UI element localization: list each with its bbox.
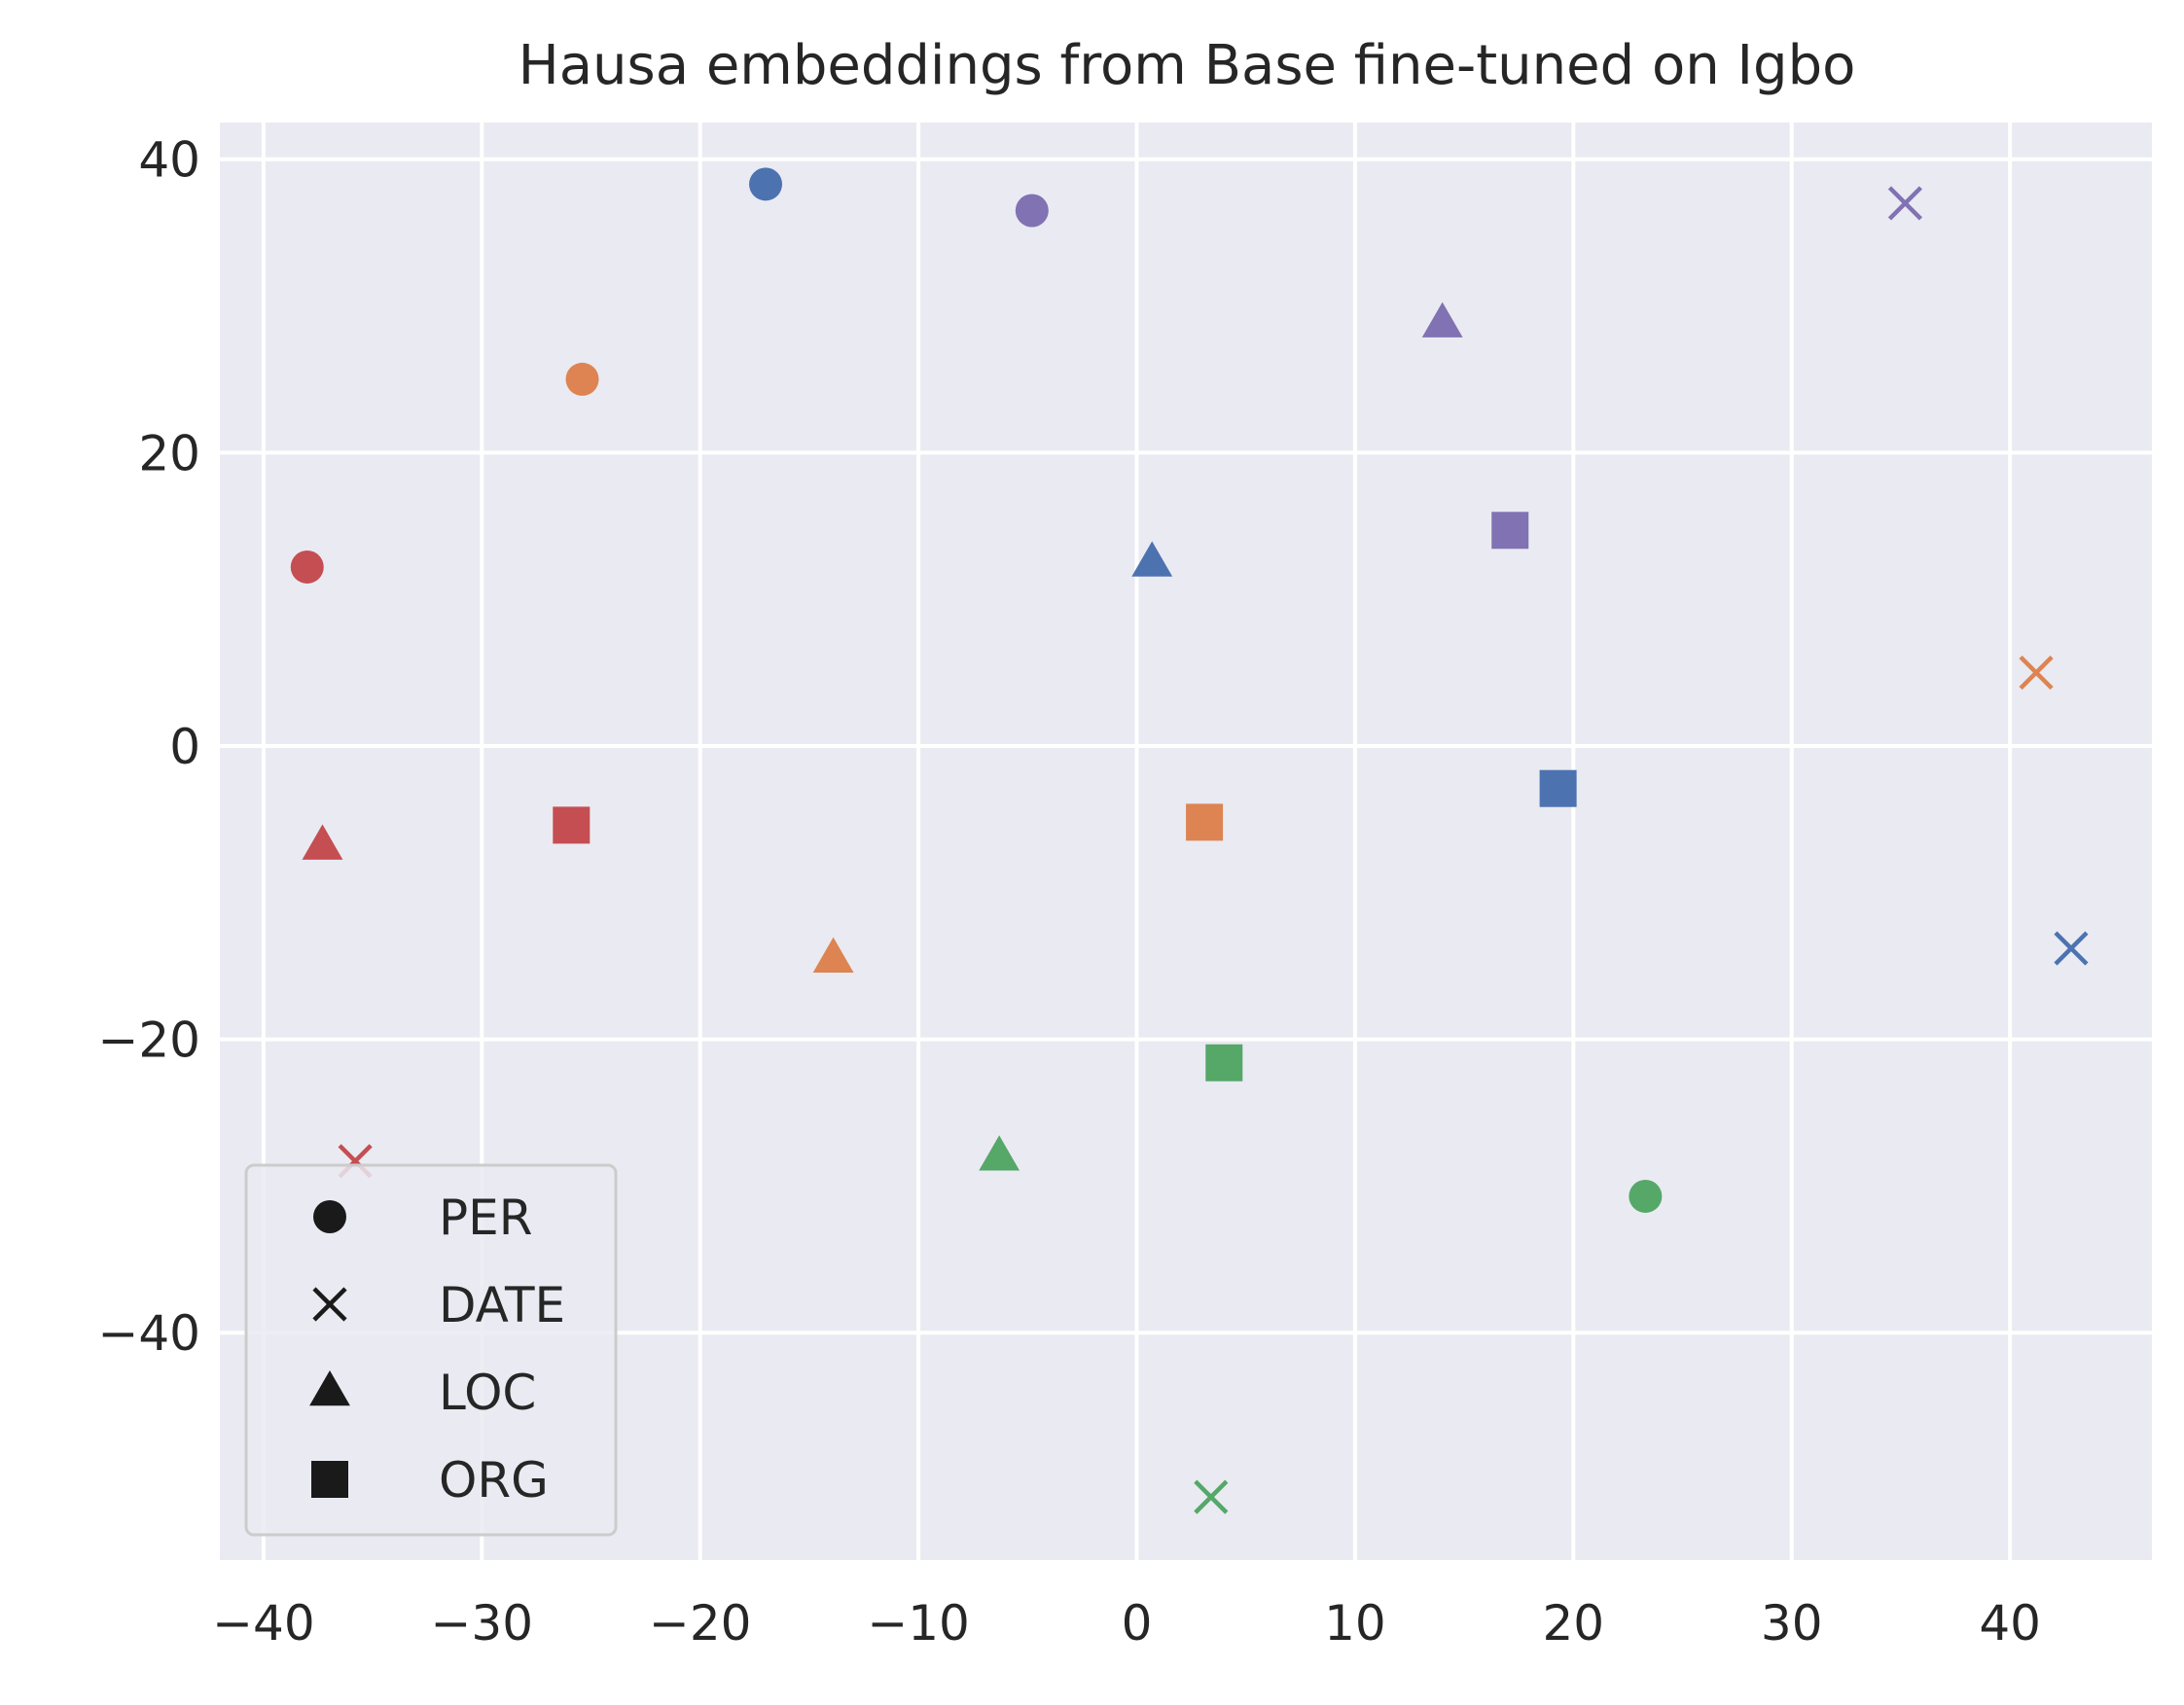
data-point-circle xyxy=(749,167,783,201)
data-point-triangle xyxy=(1421,302,1463,337)
x-axis-ticks: −40 −30 −20 −10 0 10 20 30 40 xyxy=(212,1595,2041,1652)
legend-marker-x xyxy=(312,1287,347,1322)
x-tick-label: −40 xyxy=(212,1595,315,1652)
legend-marker-triangle xyxy=(309,1370,350,1406)
data-point-circle xyxy=(1629,1179,1663,1213)
x-tick-label: −10 xyxy=(867,1595,970,1652)
data-point-square xyxy=(553,806,591,844)
x-tick-label: −20 xyxy=(649,1595,752,1652)
data-point-x xyxy=(1194,1479,1229,1514)
x-tick-label: 20 xyxy=(1543,1595,1605,1652)
x-tick-label: 30 xyxy=(1761,1595,1823,1652)
data-point-x xyxy=(2054,931,2089,966)
y-tick-label: 40 xyxy=(138,132,200,189)
legend-label: DATE xyxy=(439,1277,565,1333)
data-point-circle xyxy=(290,550,324,584)
data-point-triangle xyxy=(1131,541,1173,577)
data-point-x xyxy=(2019,655,2054,691)
x-tick-label: −30 xyxy=(431,1595,534,1652)
data-point-triangle xyxy=(812,937,854,973)
y-tick-label: −40 xyxy=(97,1305,200,1362)
data-point-triangle xyxy=(302,824,343,860)
data-point-square xyxy=(1539,769,1577,807)
y-axis-ticks: −40 −20 0 20 40 xyxy=(97,132,200,1363)
legend-label: LOC xyxy=(439,1365,536,1421)
legend-marker-circle xyxy=(313,1200,346,1233)
chart-title: Hausa embeddings from Base fine-tuned on… xyxy=(519,34,1856,97)
data-point-square xyxy=(1205,1044,1243,1082)
legend: PER DATE LOC ORG xyxy=(244,1163,618,1537)
legend-box xyxy=(244,1163,618,1537)
legend-label: PER xyxy=(439,1190,532,1246)
data-point-square xyxy=(1186,803,1224,841)
data-point-circle xyxy=(565,362,599,396)
data-point-circle xyxy=(1015,194,1049,228)
data-point-square xyxy=(1491,512,1529,550)
data-point-x xyxy=(1887,186,1923,221)
legend-marker-square xyxy=(311,1461,348,1498)
y-tick-label: 0 xyxy=(169,719,200,775)
data-points xyxy=(290,167,2089,1514)
legend-label: ORG xyxy=(439,1452,549,1509)
x-tick-label: 40 xyxy=(1979,1595,2041,1652)
grid-lines xyxy=(220,123,2152,1560)
y-tick-label: 20 xyxy=(138,425,200,481)
x-tick-label: 0 xyxy=(1122,1595,1153,1652)
x-tick-label: 10 xyxy=(1324,1595,1386,1652)
data-point-triangle xyxy=(979,1135,1020,1171)
y-tick-label: −20 xyxy=(97,1012,200,1069)
